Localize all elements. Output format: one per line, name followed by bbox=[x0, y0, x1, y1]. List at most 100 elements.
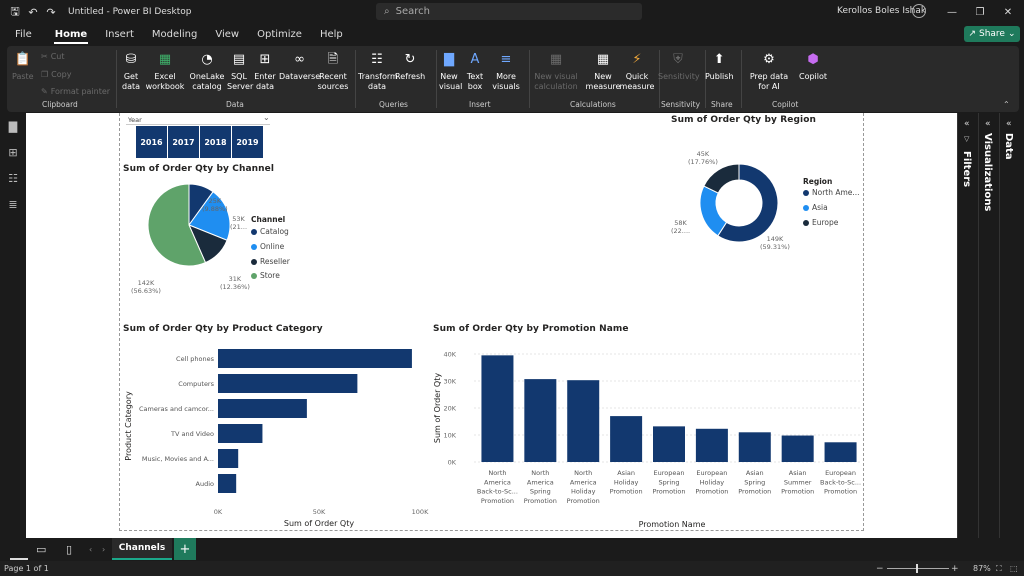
bar[interactable] bbox=[481, 355, 514, 462]
pie-slice-store[interactable] bbox=[147, 183, 207, 267]
new-visual-button[interactable]: ▇ New visual bbox=[439, 50, 462, 92]
menu-help[interactable]: Help bbox=[319, 28, 343, 40]
dataverse-button[interactable]: ∞ Dataverse bbox=[279, 50, 320, 82]
visualizations-pane[interactable]: « Visualizations bbox=[978, 113, 999, 538]
recent-sources-button[interactable]: 🗎 Recent sources bbox=[315, 50, 351, 92]
restore-icon[interactable]: ❐ bbox=[975, 6, 985, 18]
zoom-out-icon[interactable]: − bbox=[876, 563, 884, 574]
new-visual-calculation-button[interactable]: ▦ New visual calculation bbox=[532, 50, 580, 92]
pie-slice-asia[interactable] bbox=[699, 185, 728, 237]
slicer-option-2019[interactable]: 2019 bbox=[232, 126, 263, 158]
transform-data-button[interactable]: ☷ Transform data bbox=[358, 50, 398, 92]
legend-item-store[interactable]: Store bbox=[251, 271, 280, 280]
pie-slice-europe[interactable] bbox=[703, 163, 740, 194]
bar[interactable] bbox=[218, 474, 237, 493]
region-donut-chart[interactable] bbox=[660, 143, 860, 263]
onelake-catalog-button[interactable]: ◔ OneLake catalog bbox=[189, 50, 225, 92]
report-view-icon[interactable]: ▇ bbox=[8, 119, 18, 133]
bar[interactable] bbox=[695, 428, 728, 462]
sensitivity-button[interactable]: ⛨ Sensitivity bbox=[658, 50, 700, 82]
copy-button[interactable]: ❐ Copy bbox=[41, 70, 71, 79]
save-icon[interactable]: 🖫 bbox=[10, 4, 20, 18]
data-pane[interactable]: « Data bbox=[999, 113, 1024, 538]
promotion-bar-chart[interactable]: 0K 10K 20K 30K 40K North America Back-to-Sc... P… bbox=[430, 338, 865, 531]
model-view-icon[interactable]: ☷ bbox=[8, 171, 18, 185]
format-painter-button[interactable]: ✎ Format painter bbox=[41, 87, 110, 96]
bar[interactable] bbox=[218, 374, 358, 393]
slicer-chevron-icon[interactable]: ⌄ bbox=[263, 113, 270, 122]
zoom-in-icon[interactable]: + bbox=[951, 563, 959, 574]
zoom-slider[interactable] bbox=[887, 568, 949, 569]
enter-data-button[interactable]: ⊞ Enter data bbox=[253, 50, 277, 92]
menu-view[interactable]: View bbox=[215, 28, 240, 40]
menu-modeling[interactable]: Modeling bbox=[151, 28, 198, 40]
collapse-pane-icon[interactable]: « bbox=[1006, 119, 1012, 129]
cut-button[interactable]: ✂ Cut bbox=[41, 52, 65, 61]
bar[interactable] bbox=[567, 380, 600, 462]
table-view-icon[interactable]: ⊞ bbox=[8, 145, 18, 159]
avatar[interactable] bbox=[912, 4, 926, 18]
menu-insert[interactable]: Insert bbox=[105, 28, 134, 40]
excel-workbook-button[interactable]: ▦ Excel workbook bbox=[145, 50, 185, 92]
sql-server-button[interactable]: ▤ SQL Server bbox=[227, 50, 253, 92]
share-button[interactable]: ↗ Share ⌄ bbox=[964, 26, 1020, 42]
category-tick-label: Asian Holiday Promotion bbox=[610, 469, 643, 496]
user-name[interactable]: Kerollos Boles Ishak bbox=[837, 6, 927, 16]
bar[interactable] bbox=[218, 424, 263, 443]
legend-item-north-america[interactable]: North Ame... bbox=[803, 188, 860, 197]
undo-icon[interactable]: ↶ bbox=[28, 5, 38, 19]
new-measure-button[interactable]: ▦ New measure bbox=[585, 50, 621, 92]
bar[interactable] bbox=[218, 349, 412, 368]
page-tab-channels[interactable]: Channels bbox=[112, 538, 172, 560]
legend-item-online[interactable]: Online bbox=[251, 242, 284, 251]
bar[interactable] bbox=[824, 442, 857, 462]
mobile-layout-icon[interactable]: ▯ bbox=[66, 542, 73, 556]
collapse-pane-icon[interactable]: « bbox=[985, 119, 991, 129]
copilot-button[interactable]: ⬢ Copilot bbox=[799, 50, 827, 82]
menu-home[interactable]: Home bbox=[46, 24, 96, 44]
desktop-layout-icon[interactable]: ▭ bbox=[36, 542, 47, 556]
redo-icon[interactable]: ↷ bbox=[46, 5, 56, 19]
filters-pane[interactable]: « ▽ Filters bbox=[957, 113, 978, 538]
pie-slice-online[interactable] bbox=[188, 191, 231, 241]
publish-button[interactable]: ⬆ Publish bbox=[705, 50, 734, 82]
legend-item-catalog[interactable]: Catalog bbox=[251, 227, 289, 236]
menu-optimize[interactable]: Optimize bbox=[257, 28, 302, 40]
collapse-ribbon-icon[interactable]: ⌃ bbox=[1003, 100, 1010, 109]
prep-data-for-ai-button[interactable]: ⚙ Prep data for AI bbox=[744, 50, 794, 92]
channel-pie-chart[interactable] bbox=[120, 183, 360, 303]
dax-query-view-icon[interactable]: ≣ bbox=[8, 197, 18, 211]
collapse-pane-icon[interactable]: « bbox=[964, 119, 970, 129]
refresh-button[interactable]: ↻ Refresh bbox=[395, 50, 425, 82]
text-box-button[interactable]: A Text box bbox=[465, 50, 485, 92]
slicer-option-2017[interactable]: 2017 bbox=[168, 126, 199, 158]
pie-slice-north-ame[interactable] bbox=[717, 163, 779, 243]
paste-button[interactable]: 📋 Paste bbox=[12, 50, 34, 82]
product-category-bar-chart[interactable]: Cell phones Computers Cameras and camcor..… bbox=[120, 338, 430, 531]
fit-to-page-icon[interactable]: ⛶ bbox=[996, 563, 1002, 573]
minimize-icon[interactable]: — bbox=[947, 6, 957, 18]
legend-item-reseller[interactable]: Reseller bbox=[251, 257, 290, 266]
fit-to-width-icon[interactable]: ⬚ bbox=[1010, 564, 1018, 573]
bar[interactable] bbox=[610, 416, 643, 462]
close-icon[interactable]: ✕ bbox=[1003, 6, 1013, 18]
next-page-icon[interactable]: › bbox=[102, 544, 106, 554]
legend-item-europe[interactable]: Europe bbox=[803, 218, 838, 227]
bar[interactable] bbox=[218, 449, 239, 468]
zoom-slider-thumb[interactable] bbox=[916, 564, 918, 573]
slicer-option-2018[interactable]: 2018 bbox=[200, 126, 231, 158]
search-input[interactable]: ⌕ Search bbox=[376, 3, 642, 20]
quick-measure-button[interactable]: ⚡ Quick measure bbox=[619, 50, 655, 92]
legend-item-asia[interactable]: Asia bbox=[803, 203, 828, 212]
prev-page-icon[interactable]: ‹ bbox=[89, 544, 93, 554]
bar[interactable] bbox=[524, 379, 557, 462]
bar[interactable] bbox=[218, 399, 307, 418]
more-visuals-button[interactable]: ≡ More visuals bbox=[491, 50, 521, 92]
add-page-button[interactable]: + bbox=[174, 538, 196, 560]
bar[interactable] bbox=[738, 432, 771, 462]
bar[interactable] bbox=[653, 426, 685, 462]
slicer-option-2016[interactable]: 2016 bbox=[136, 126, 167, 158]
menu-file[interactable]: File bbox=[15, 28, 32, 40]
bar[interactable] bbox=[781, 435, 814, 462]
get-data-button[interactable]: ⛁ Get data bbox=[119, 50, 143, 92]
